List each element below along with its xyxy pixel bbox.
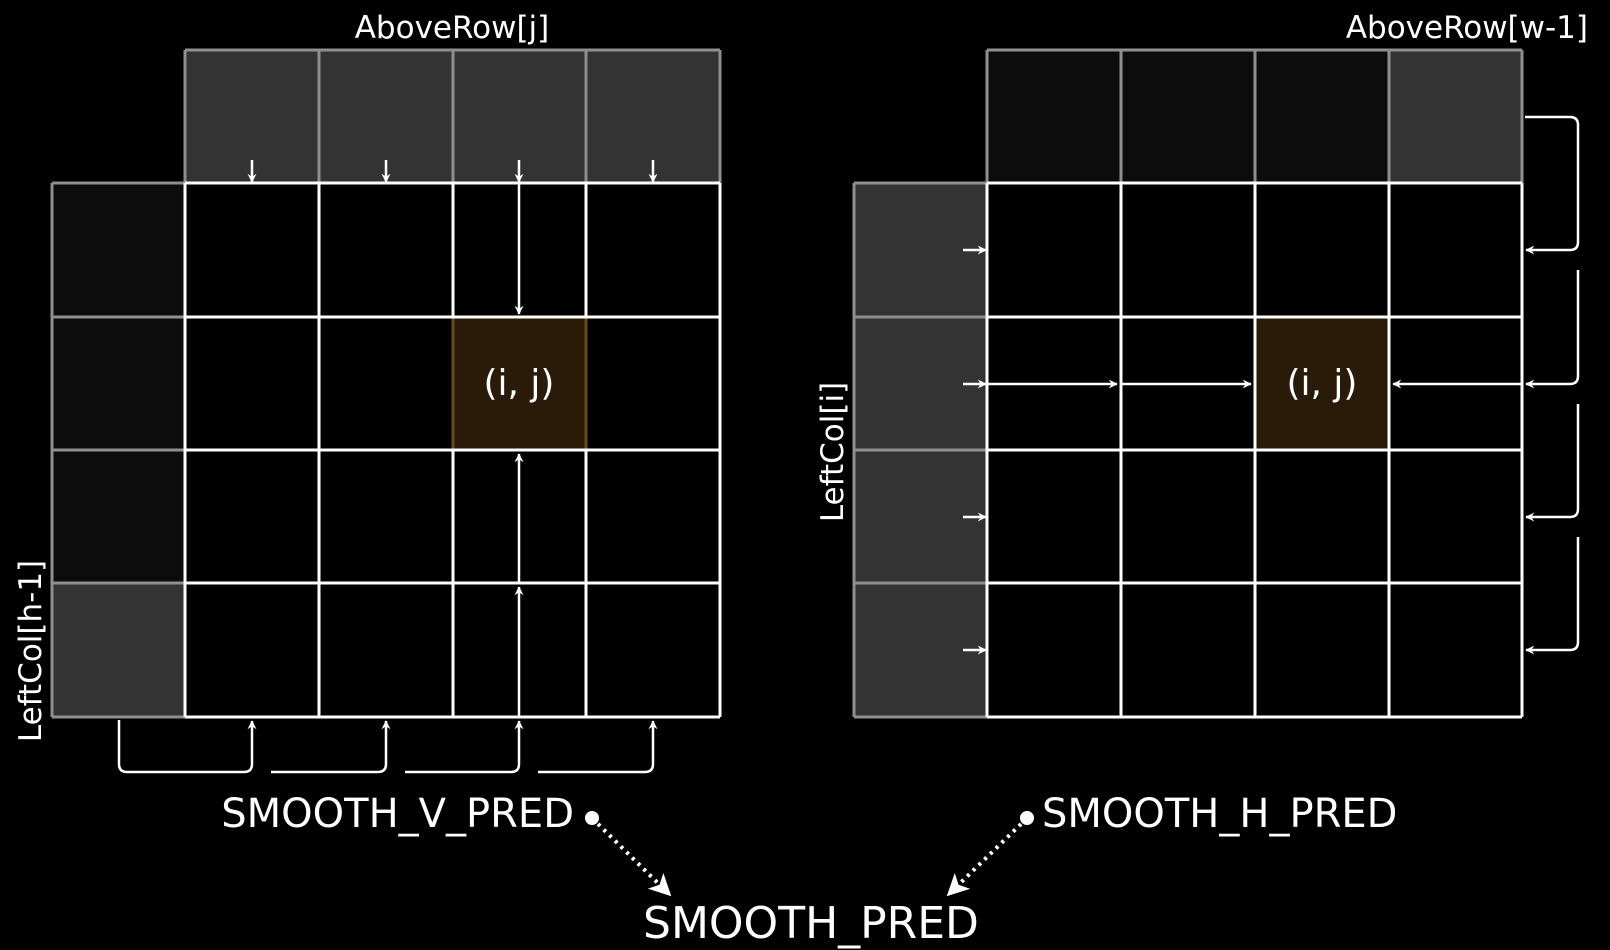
bottom-left-propagation-arrows <box>117 720 658 774</box>
smooth-v-pred-label: SMOOTH_V_PRED <box>221 791 574 837</box>
above-row-label: AboveRow[w-1] <box>1346 10 1588 46</box>
h-to-smooth-arrow <box>946 822 1023 897</box>
h-pred-dot <box>1020 811 1034 825</box>
smooth-h-pred-label: SMOOTH_H_PRED <box>1042 791 1397 837</box>
target-cell <box>451 315 588 452</box>
left-column-cells <box>852 181 987 719</box>
left-col-label: LeftCol[h-1] <box>13 560 49 742</box>
vertical-smooth-diagram: AboveRow[j] LeftCol[h-1] (i, j) <box>13 10 722 774</box>
left-column-arrows <box>963 245 987 655</box>
smooth-pred-label: SMOOTH_PRED <box>643 898 979 949</box>
above-row-cells <box>183 48 722 183</box>
left-column-cells <box>50 181 185 719</box>
above-row-arrows <box>247 160 658 183</box>
target-cell-label: (i, j) <box>1287 363 1358 404</box>
above-row-cells <box>985 48 1524 183</box>
prediction-grid <box>183 181 722 719</box>
horizontal-smooth-diagram: AboveRow[w-1] LeftCol[i] (i, j) <box>815 10 1588 719</box>
combine-arrows <box>585 811 1034 897</box>
v-to-smooth-arrow <box>596 822 672 897</box>
above-row-label: AboveRow[j] <box>355 10 550 46</box>
target-cell-label: (i, j) <box>484 363 555 404</box>
left-col-label: LeftCol[i] <box>815 382 851 522</box>
prediction-grid <box>985 181 1524 719</box>
v-pred-dot <box>585 811 599 825</box>
top-right-propagation-arrows <box>1525 115 1580 655</box>
